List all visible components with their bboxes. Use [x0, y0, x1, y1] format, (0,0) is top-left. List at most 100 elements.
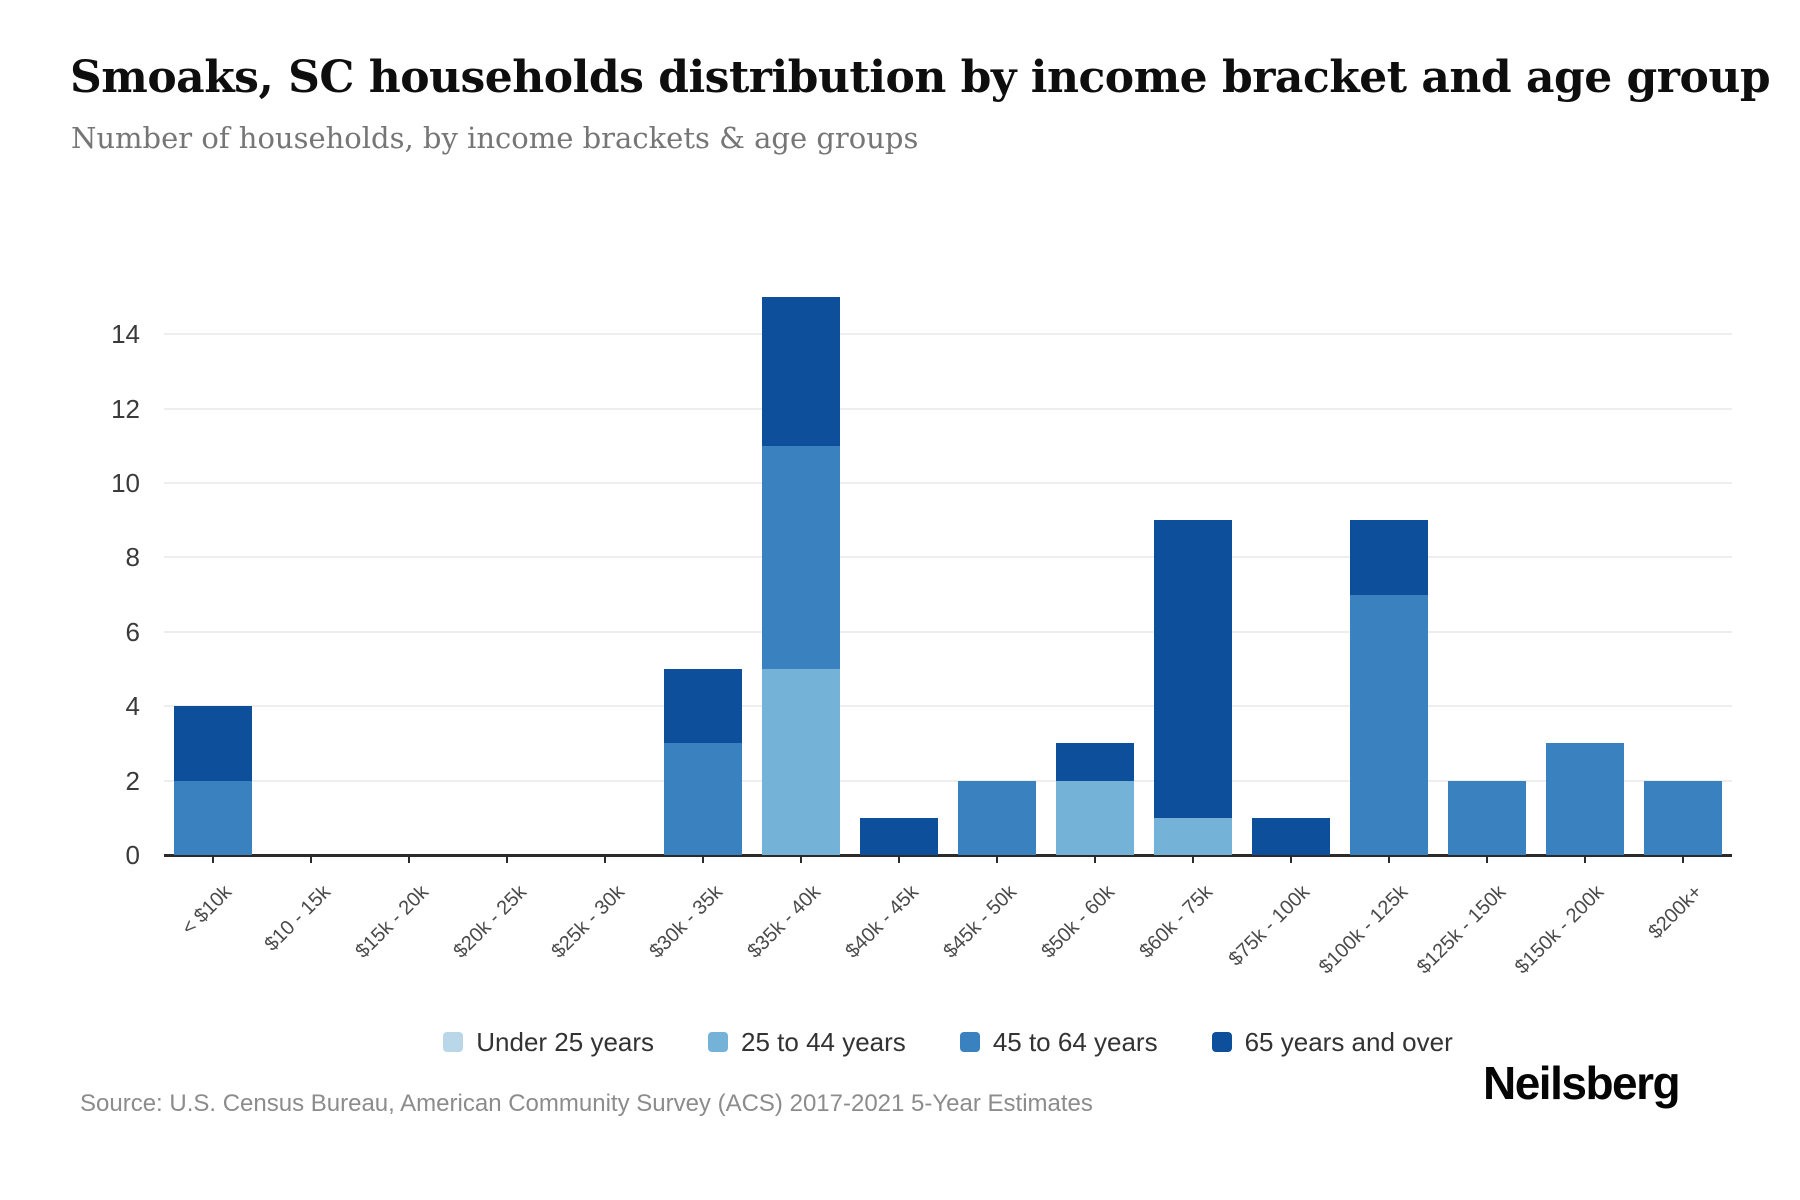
- x-tick: [310, 855, 312, 863]
- x-axis-label: $25k - 30k: [546, 881, 629, 963]
- x-tick: [898, 855, 900, 863]
- legend-item-45-to-64-years[interactable]: 45 to 64 years: [959, 1027, 1158, 1057]
- legend-label: 45 to 64 years: [992, 1027, 1158, 1057]
- x-axis-label: $200k+: [1644, 881, 1707, 944]
- legend-label: Under 25 years: [476, 1027, 655, 1057]
- bar-segment-45-to-64-years[interactable]: [1350, 594, 1428, 855]
- x-tick: [212, 855, 214, 863]
- bar-segment-45-to-64-years[interactable]: [664, 743, 742, 855]
- bar-segment-45-to-64-years[interactable]: [762, 445, 840, 669]
- x-tick: [1388, 855, 1390, 863]
- bar-60k-75k: [1154, 520, 1232, 855]
- legend: Under 25 years 25 to 44 years 45 to 64 yea…: [48, 1020, 1800, 1064]
- bar-30k-35k: [664, 669, 742, 855]
- bar-50k-60k: [1056, 743, 1134, 855]
- x-axis-label: $30k - 35k: [644, 881, 727, 963]
- y-tick-label: 10: [111, 468, 140, 498]
- x-axis-label: $35k - 40k: [742, 881, 825, 963]
- bar-10k: [174, 706, 252, 855]
- bar-segment-65-years-and-over[interactable]: [762, 297, 840, 446]
- bar-segment-65-years-and-over[interactable]: [1252, 817, 1330, 855]
- x-tick: [996, 855, 998, 863]
- y-tick-label: 2: [125, 765, 140, 796]
- source-text: Source: U.S. Census Bureau, American Com…: [80, 1090, 1093, 1117]
- gridline: [164, 482, 1732, 484]
- x-axis-label: $10 - 15k: [260, 881, 335, 956]
- gridline: [164, 630, 1732, 633]
- bar-segment-25-to-44-years[interactable]: [1056, 780, 1134, 855]
- y-tick-label: 14: [111, 319, 140, 350]
- x-axis-label: $150k - 200k: [1511, 881, 1609, 979]
- x-axis-label: $40k - 45k: [840, 881, 923, 963]
- legend-swatch: [708, 1032, 729, 1052]
- bar-segment-45-to-64-years[interactable]: [1644, 780, 1722, 855]
- y-tick-label: 12: [111, 393, 140, 424]
- gridline: [164, 556, 1732, 559]
- y-tick-label: 0: [125, 840, 140, 870]
- bar-100k-125k: [1350, 520, 1428, 855]
- x-tick: [1094, 855, 1096, 863]
- x-tick: [604, 855, 606, 863]
- y-tick-label: 6: [125, 616, 140, 647]
- legend-swatch: [959, 1032, 980, 1052]
- y-tick-label: 8: [125, 542, 140, 573]
- bar-segment-45-to-64-years[interactable]: [958, 780, 1036, 855]
- legend-item-under-25-years[interactable]: Under 25 years: [443, 1029, 654, 1055]
- bar-segment-65-years-and-over[interactable]: [1056, 743, 1134, 781]
- legend-swatch: [1211, 1032, 1232, 1052]
- bar-segment-65-years-and-over[interactable]: [1350, 520, 1428, 595]
- bar-75k-100k: [1252, 817, 1330, 855]
- bar-segment-65-years-and-over[interactable]: [1154, 520, 1232, 818]
- x-tick: [506, 855, 508, 863]
- bar-200k: [1644, 780, 1722, 855]
- x-axis-label: $50k - 60k: [1036, 881, 1119, 963]
- x-axis-label: $60k - 75k: [1134, 881, 1217, 963]
- gridline: [164, 407, 1732, 410]
- legend-label: 25 to 44 years: [741, 1027, 906, 1057]
- x-tick: [408, 855, 410, 863]
- bar-segment-25-to-44-years[interactable]: [762, 669, 840, 855]
- x-tick: [1192, 855, 1194, 863]
- plot-area: < $10k $10 - 15k $15k - 20k $20k - 25k $25k …: [164, 297, 1732, 978]
- legend-label: 65 years and over: [1244, 1027, 1453, 1057]
- x-axis-label: $75k - 100k: [1225, 881, 1315, 971]
- bar-45k-50k: [958, 780, 1036, 855]
- bar-125k-150k: [1448, 780, 1526, 855]
- y-tick-label: 4: [125, 691, 140, 722]
- bar-segment-65-years-and-over[interactable]: [860, 817, 938, 855]
- x-tick: [1486, 855, 1488, 863]
- x-axis-label: $15k - 20k: [350, 881, 433, 963]
- y-axis: 0 2 4 6 8 10 12 14: [0, 297, 140, 870]
- x-axis-label: $20k - 25k: [448, 881, 531, 963]
- chart-subtitle: Number of households, by income brackets…: [71, 121, 919, 155]
- legend-item-65-years-and-over[interactable]: 65 years and over: [1211, 1027, 1453, 1057]
- bar-40k-45k: [860, 817, 938, 855]
- legend-swatch: [443, 1032, 464, 1052]
- x-axis-line: [164, 854, 1732, 857]
- x-tick: [1682, 855, 1684, 863]
- x-tick: [800, 855, 802, 863]
- x-tick: [702, 855, 704, 863]
- x-axis-label: $100k - 125k: [1315, 881, 1413, 979]
- gridline: [164, 779, 1732, 782]
- x-axis-label: $45k - 50k: [938, 881, 1021, 963]
- bar-segment-45-to-64-years[interactable]: [1448, 780, 1526, 855]
- x-tick: [1290, 855, 1292, 863]
- chart-title: Smoaks, SC households distribution by in…: [70, 52, 1771, 103]
- bar-segment-45-to-64-years[interactable]: [174, 780, 252, 855]
- bar-segment-65-years-and-over[interactable]: [174, 706, 252, 781]
- legend-item-25-to-44-years[interactable]: 25 to 44 years: [708, 1029, 906, 1055]
- bar-150k-200k: [1546, 743, 1624, 855]
- gridline: [164, 705, 1732, 708]
- bar-segment-65-years-and-over[interactable]: [664, 669, 742, 744]
- x-tick: [1584, 855, 1586, 863]
- x-axis-label: < $10k: [178, 881, 237, 940]
- bar-35k-40k: [762, 297, 840, 855]
- bar-segment-25-to-44-years[interactable]: [1154, 817, 1232, 855]
- x-axis-labels: < $10k $10 - 15k $15k - 20k $20k - 25k $25k …: [164, 867, 1732, 987]
- brand-logo: Neilsberg: [1483, 1057, 1681, 1109]
- bar-segment-45-to-64-years[interactable]: [1546, 743, 1624, 855]
- x-axis-label: $125k - 150k: [1413, 881, 1511, 979]
- gridline: [164, 333, 1732, 336]
